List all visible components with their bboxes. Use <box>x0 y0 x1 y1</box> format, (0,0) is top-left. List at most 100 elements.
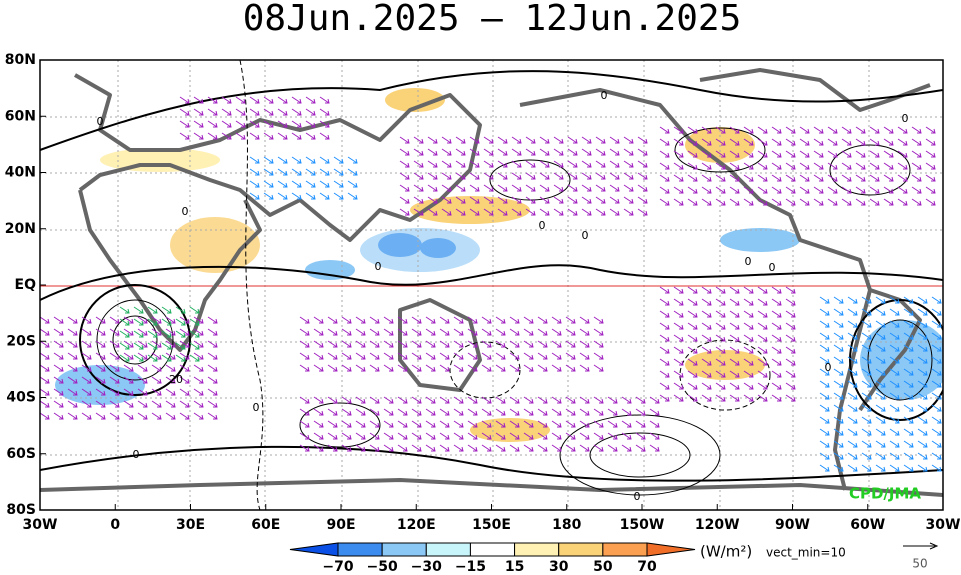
wind-arrow <box>397 340 408 348</box>
wind-arrow <box>481 408 492 416</box>
wind-arrow <box>785 334 796 342</box>
wind-arrow <box>333 168 344 176</box>
wind-arrow <box>889 356 900 364</box>
wind-arrow <box>565 432 576 440</box>
wind-arrow <box>903 356 914 364</box>
wind-arrow <box>917 344 928 352</box>
wind-arrow <box>411 364 422 372</box>
wind-arrow <box>341 420 352 428</box>
wind-arrow <box>411 420 422 428</box>
wind-arrow <box>609 160 620 168</box>
wind-arrow <box>819 404 830 412</box>
wind-arrow <box>341 408 352 416</box>
wind-arrow <box>40 316 50 324</box>
wind-arrow <box>579 316 590 324</box>
wind-arrow <box>427 208 438 216</box>
wind-arrow <box>341 352 352 360</box>
wind-arrow <box>81 328 92 336</box>
wind-arrow <box>425 328 436 336</box>
wind-arrow <box>469 136 480 144</box>
wind-arrow <box>875 404 886 412</box>
wind-arrow <box>785 150 796 158</box>
wind-arrow <box>931 392 942 400</box>
wind-arrow <box>621 396 632 404</box>
wind-arrow <box>593 444 604 452</box>
wind-arrow <box>40 376 50 384</box>
wind-arrow <box>687 382 698 390</box>
wind-arrow <box>137 400 148 408</box>
wind-arrow <box>509 396 520 404</box>
wind-arrow <box>861 332 872 340</box>
wind-arrow <box>249 120 260 128</box>
wind-arrow <box>771 370 782 378</box>
wind-arrow <box>785 358 796 366</box>
lat-label: 60S <box>6 446 36 462</box>
wind-arrow <box>687 150 698 158</box>
wind-arrow <box>715 394 726 402</box>
wind-arrow <box>595 136 606 144</box>
coastlines <box>40 68 943 497</box>
wind-arrow <box>607 432 618 440</box>
wind-arrow <box>175 318 186 326</box>
wind-arrow <box>757 370 768 378</box>
wind-arrow <box>133 306 144 314</box>
wind-arrow <box>911 150 922 158</box>
wind-arrow <box>425 420 436 428</box>
wind-arrow <box>579 364 590 372</box>
wind-arrow <box>319 108 330 116</box>
wind-arrow <box>299 420 310 428</box>
wind-arrow <box>673 138 684 146</box>
wind-arrow <box>67 340 78 348</box>
wind-arrow <box>355 340 366 348</box>
wind-arrow <box>579 408 590 416</box>
wind-arrow <box>917 404 928 412</box>
wind-arrow <box>67 412 78 420</box>
wind-arrow <box>399 160 410 168</box>
wind-arrow <box>813 198 824 206</box>
wind-arrow <box>411 328 422 336</box>
wind-arrow <box>355 328 366 336</box>
wind-arrow <box>799 162 810 170</box>
wind-arrow <box>673 298 684 306</box>
wind-arrow <box>453 420 464 428</box>
colorbar-label: 50 <box>593 559 613 575</box>
wind-arrow <box>673 186 684 194</box>
wind-arrow <box>327 432 338 440</box>
wind-arrow <box>483 160 494 168</box>
wind-arrow <box>355 396 366 404</box>
wind-arrow <box>903 404 914 412</box>
wind-arrow <box>161 342 172 350</box>
wind-arrow <box>67 352 78 360</box>
wind-arrow <box>889 368 900 376</box>
wind-arrow <box>565 364 576 372</box>
wind-arrow <box>263 192 274 200</box>
wind-arrow <box>847 428 858 436</box>
wind-arrow <box>109 316 120 324</box>
wind-arrow <box>467 432 478 440</box>
wind-arrow <box>497 148 508 156</box>
wind-arrow <box>649 420 660 428</box>
wind-arrow <box>481 432 492 440</box>
wind-arrow <box>623 196 634 204</box>
lat-label: 80S <box>6 502 36 518</box>
wind-arrow <box>327 340 338 348</box>
wind-arrow <box>397 364 408 372</box>
wind-arrow <box>511 160 522 168</box>
wind-arrow <box>483 196 494 204</box>
wind-arrow <box>523 316 534 324</box>
wind-arrow <box>81 412 92 420</box>
wind-arrow <box>95 400 106 408</box>
wind-arrow <box>53 388 64 396</box>
wind-arrow <box>687 298 698 306</box>
wind-arrow <box>861 320 872 328</box>
wind-arrow <box>347 180 358 188</box>
wind-arrow <box>673 334 684 342</box>
wind-arrow <box>567 148 578 156</box>
wind-arrow <box>579 420 590 428</box>
wind-arrow <box>207 108 218 116</box>
wind-arrow <box>249 180 260 188</box>
wind-arrow <box>165 340 176 348</box>
wind-arrow <box>453 432 464 440</box>
wind-arrow <box>427 148 438 156</box>
wind-arrow <box>847 440 858 448</box>
